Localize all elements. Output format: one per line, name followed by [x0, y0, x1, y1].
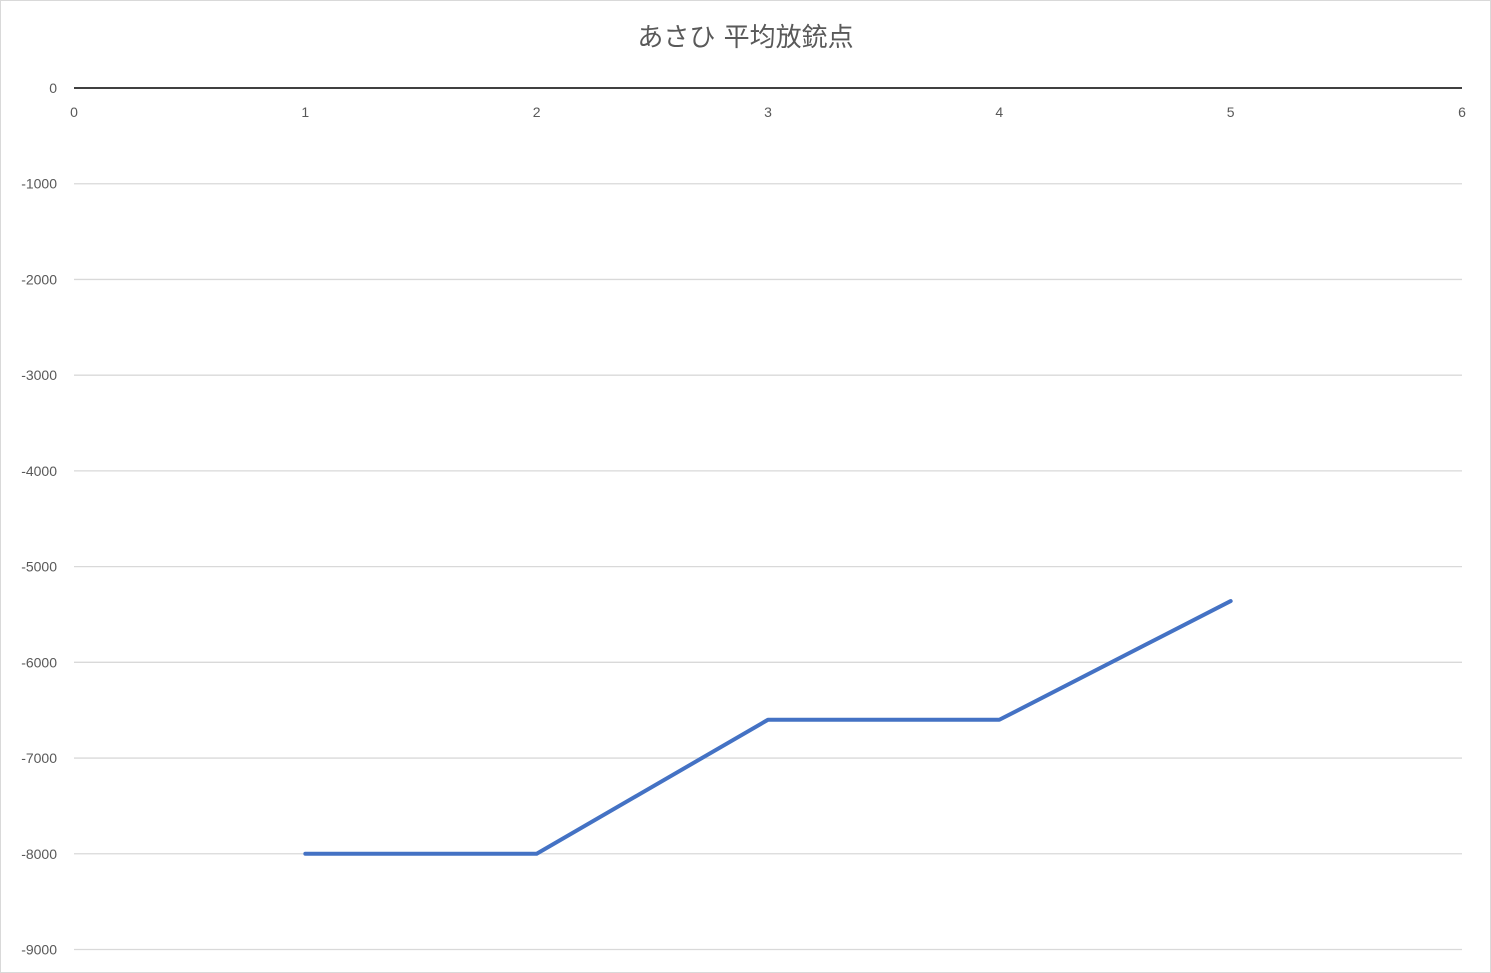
x-tick-label: 6 — [1458, 104, 1466, 120]
y-tick-label: -8000 — [21, 846, 57, 862]
x-tick-label: 4 — [995, 104, 1003, 120]
x-tick-label: 3 — [764, 104, 772, 120]
x-tick-label: 0 — [70, 104, 78, 120]
y-tick-labels: 0 -1000 -2000 -3000 -4000 -5000 -6000 -7000 -800… — [21, 80, 57, 958]
series-line — [303, 599, 1233, 856]
chart-title: あさひ 平均放銃点 — [637, 23, 854, 53]
y-tick-label: -5000 — [21, 559, 57, 575]
x-tick-label: 1 — [301, 104, 309, 120]
y-tick-label: -3000 — [21, 367, 57, 383]
y-tick-label: -7000 — [21, 750, 57, 766]
y-tick-label: -4000 — [21, 463, 57, 479]
y-tick-label: -2000 — [21, 271, 57, 287]
x-tick-label: 5 — [1227, 104, 1235, 120]
x-tick-labels: 0 1 2 3 4 5 6 — [70, 104, 1466, 120]
y-tick-label: -9000 — [21, 942, 57, 958]
y-tick-label: 0 — [49, 80, 57, 96]
gridlines — [74, 183, 1462, 951]
x-tick-label: 2 — [533, 104, 541, 120]
y-tick-label: -6000 — [21, 654, 57, 670]
y-tick-label: -1000 — [21, 176, 57, 192]
series-layer — [303, 599, 1233, 856]
